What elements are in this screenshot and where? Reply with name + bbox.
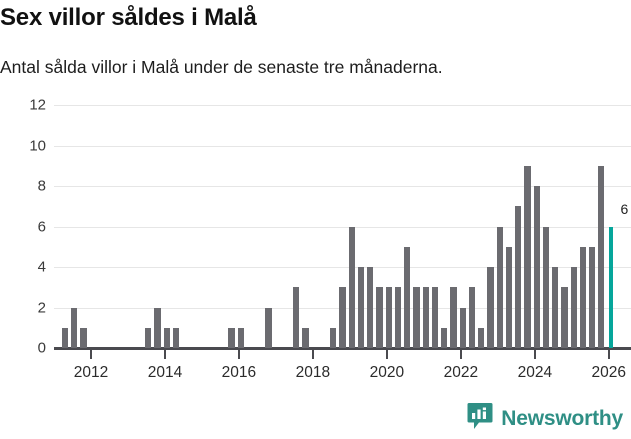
bar	[524, 165, 531, 348]
bar	[542, 226, 550, 348]
bar	[163, 327, 170, 348]
bar	[376, 287, 383, 348]
x-axis-tick	[459, 350, 462, 359]
gridline	[54, 105, 631, 106]
bar	[339, 287, 346, 348]
x-axis-tick	[607, 350, 610, 359]
bar	[552, 267, 559, 348]
chart-subtitle: Antal sålda villor i Malå under de senas…	[0, 57, 443, 77]
x-axis-tick	[163, 350, 166, 359]
brand-name: Newsworthy	[501, 406, 623, 430]
x-axis-tick-label: 2014	[147, 364, 183, 381]
bar	[478, 327, 485, 348]
y-axis-tick-label: 8	[37, 177, 46, 195]
y-axis-tick-label: 6	[37, 218, 46, 235]
bar	[579, 246, 586, 348]
x-axis-tick	[89, 350, 92, 359]
bar	[450, 287, 457, 348]
gridline	[54, 186, 631, 187]
x-axis-ticks	[0, 350, 631, 362]
x-axis-tick-label: 2026	[591, 364, 627, 381]
y-axis-tick-label: 4	[37, 258, 46, 276]
bar	[441, 327, 448, 348]
y-axis-tick-label: 12	[29, 96, 46, 114]
bar-chart-speech-bubble-icon	[467, 402, 493, 435]
x-axis-tick	[385, 350, 388, 359]
x-axis-tick-label: 2018	[295, 364, 331, 381]
bar	[154, 307, 161, 348]
bar	[505, 246, 513, 348]
x-axis-tick-label: 2024	[517, 364, 553, 381]
x-axis-tick	[311, 350, 314, 359]
bar	[385, 287, 392, 348]
x-axis-line	[54, 347, 631, 350]
bar	[293, 287, 300, 348]
x-axis-tick	[533, 350, 536, 359]
x-axis-tick-label: 2012	[73, 364, 109, 381]
x-axis-tick	[237, 350, 240, 359]
bar	[533, 186, 540, 348]
y-axis-tick-label: 2	[37, 299, 46, 316]
bar	[561, 287, 568, 348]
bar	[71, 307, 78, 348]
page-title: Sex villor såldes i Malå	[0, 4, 257, 31]
bar	[422, 287, 429, 348]
bar	[330, 327, 337, 348]
bar	[413, 287, 420, 348]
bar-value-label: 6	[620, 200, 629, 217]
gridline	[54, 145, 631, 147]
bar	[265, 307, 272, 348]
bar	[496, 226, 503, 348]
bar	[459, 307, 466, 348]
bar	[589, 246, 596, 348]
plot-area: 0 2 4 6 8 10 12 6 2012 2014 2016 2018 2020 2022 2024…	[0, 92, 631, 392]
bar	[237, 327, 244, 348]
bar	[228, 327, 235, 348]
bar	[468, 287, 476, 348]
gridline	[54, 267, 631, 268]
bar	[598, 165, 605, 348]
bar	[80, 327, 87, 348]
bar	[172, 327, 180, 348]
y-axis-tick-label: 0	[37, 339, 46, 357]
bar	[431, 287, 439, 348]
y-axis-labels: 0 2 4 6 8 10 12	[0, 92, 46, 392]
bar	[348, 226, 355, 348]
x-axis-tick-label: 2020	[369, 364, 405, 381]
bar	[515, 206, 522, 348]
gridline	[54, 226, 631, 228]
bar	[61, 327, 69, 348]
bar-series: 6	[0, 92, 631, 392]
bar	[570, 267, 577, 348]
x-axis-tick-label: 2022	[443, 364, 479, 381]
bar	[302, 327, 309, 348]
y-axis-tick-label: 10	[29, 137, 46, 154]
bar	[357, 267, 365, 348]
newsworthy-logo[interactable]: Newsworthy	[467, 402, 623, 435]
x-axis-tick-label: 2016	[221, 364, 257, 381]
bar	[367, 267, 374, 348]
bar-highlighted	[609, 226, 614, 348]
bar	[145, 327, 152, 348]
chart-footer: Newsworthy	[0, 396, 631, 439]
bar	[487, 267, 494, 348]
bar	[404, 246, 411, 348]
bar	[394, 287, 402, 348]
x-axis-labels: 2012 2014 2016 2018 2020 2022 2024 2026	[0, 364, 631, 386]
